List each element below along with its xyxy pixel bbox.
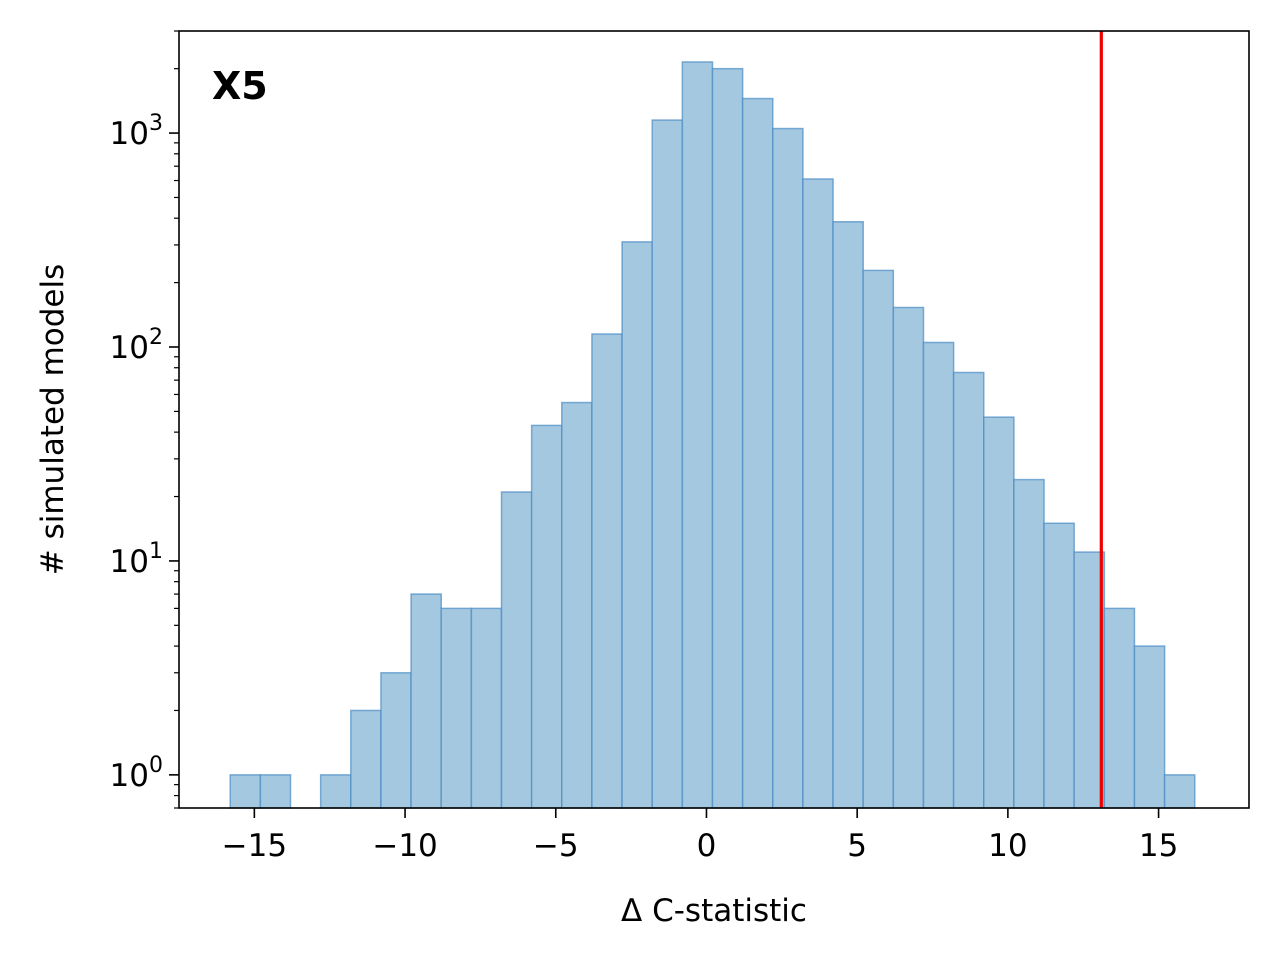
y-tick-label: 103: [110, 111, 163, 152]
histogram-bar: [621, 241, 653, 809]
histogram-bar: [591, 333, 623, 809]
histogram-bar: [651, 119, 684, 809]
histogram-bar: [259, 774, 292, 809]
histogram-bar: [1103, 607, 1136, 809]
histogram-bar: [802, 178, 834, 809]
x-tick-label: 15: [1139, 828, 1178, 864]
histogram-bar: [741, 97, 774, 809]
x-tick-label: 0: [697, 828, 717, 864]
y-axis-label: # simulated models: [35, 264, 71, 575]
y-tick-label: 101: [110, 539, 163, 580]
histogram-bar: [772, 127, 804, 809]
panel-label: X5: [212, 64, 268, 108]
histogram-bar: [1163, 774, 1196, 809]
histogram-bar: [1043, 522, 1075, 809]
x-axis-label: Δ C-statistic: [621, 893, 807, 929]
histogram-bar: [711, 67, 744, 809]
plot-frame: [178, 30, 1250, 809]
histogram-bar: [229, 774, 262, 809]
x-tick-label: 5: [847, 828, 867, 864]
histogram-bar: [530, 424, 563, 809]
histogram-bars: [229, 61, 1196, 809]
histogram-bar: [862, 269, 895, 809]
histogram-bar: [922, 341, 955, 809]
histogram-bar: [500, 491, 533, 809]
histogram-bar: [681, 61, 714, 809]
x-tick-label: 10: [988, 828, 1027, 864]
x-tick-label: −5: [533, 828, 579, 864]
y-tick-label: 100: [110, 753, 163, 794]
histogram-bar: [380, 672, 412, 809]
x-axis-ticks: −15 −10 −5 0 5 10 15: [222, 808, 1178, 864]
x-tick-label: −10: [372, 828, 437, 864]
histogram-bar: [952, 371, 985, 809]
histogram-bar: [892, 306, 925, 809]
histogram-bar: [410, 593, 442, 809]
y-tick-label: 102: [110, 325, 163, 366]
histogram-bar: [1133, 645, 1166, 809]
histogram-bar: [832, 221, 864, 809]
x-tick-label: −15: [222, 828, 287, 864]
histogram-bar: [350, 709, 382, 809]
histogram-bar: [1073, 551, 1106, 809]
histogram-bar: [440, 607, 473, 809]
y-axis-ticks: 100 101 102 103: [110, 30, 179, 809]
histogram-bar: [561, 401, 593, 809]
histogram-bar: [1013, 478, 1045, 809]
histogram-bar: [319, 774, 352, 809]
histogram-bar: [470, 607, 503, 809]
histogram-bar: [983, 416, 1015, 809]
